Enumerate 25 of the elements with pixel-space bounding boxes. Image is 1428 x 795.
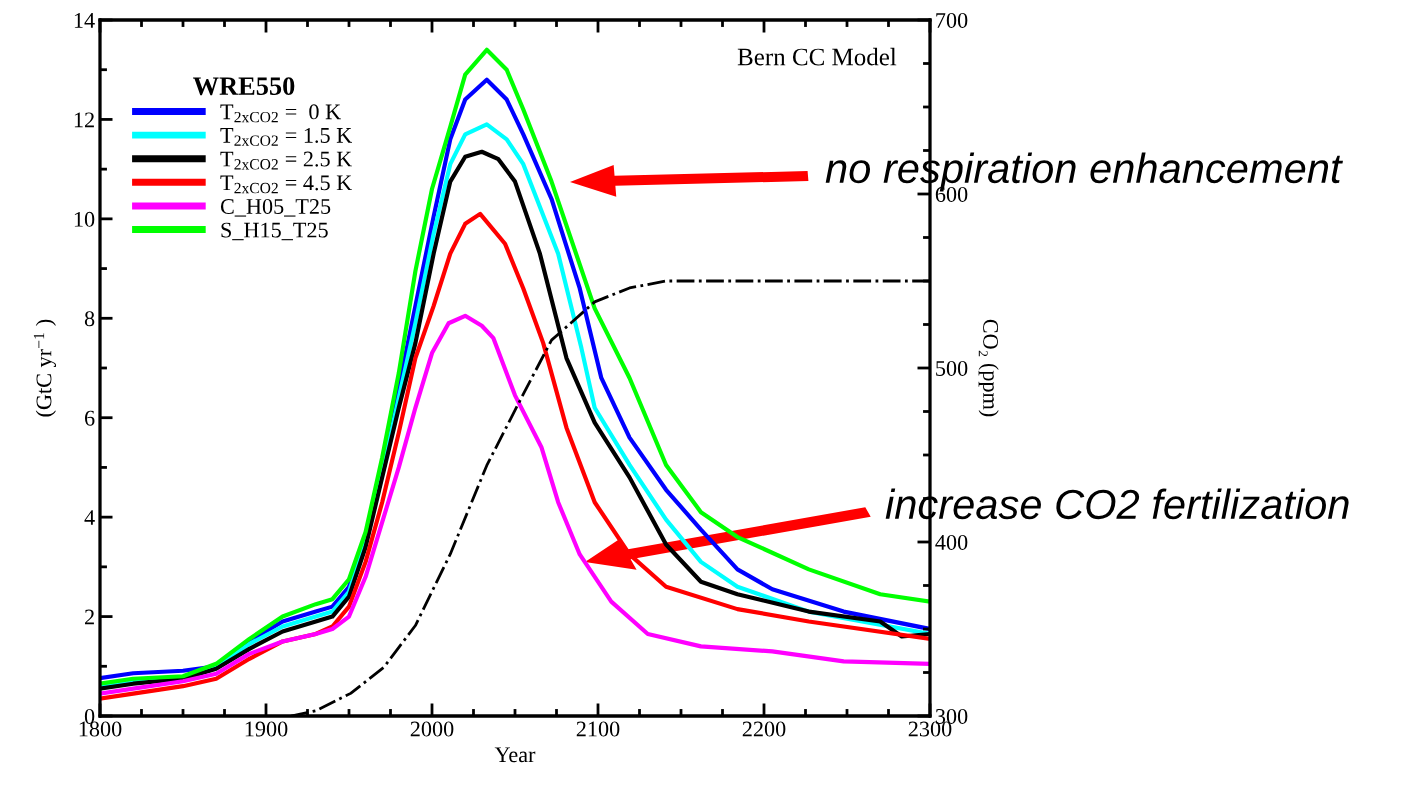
- x-axis-title: Year: [494, 747, 536, 763]
- x-tick-label: 2100: [576, 721, 620, 737]
- x-tick-label: 2000: [410, 721, 454, 737]
- y-tick-label: 4: [84, 510, 95, 525]
- y2-tick-label: 500: [936, 360, 968, 376]
- legend-title: WRE550: [193, 77, 295, 96]
- y-tick-label: 6: [84, 410, 95, 426]
- y-axis-title: (GtC yr$^{−1}$ ): [33, 319, 57, 417]
- legend-label: T$_{2xCO2}$ = 1.5 K: [220, 127, 352, 146]
- y-tick-label: 8: [84, 311, 95, 327]
- y-tick-label: 10: [74, 211, 95, 227]
- legend-label: T$_{2xCO2}$ = 4.5 K: [220, 175, 352, 194]
- y-tick-label: 2: [85, 609, 94, 625]
- y2-axis-title: CO₂ (ppm): [978, 319, 999, 417]
- y2-tick-label: 400: [935, 534, 968, 550]
- annotation: Bern CC Model: [737, 47, 897, 66]
- y2-tick-label: 700: [936, 12, 968, 28]
- x-tick-label: 1900: [245, 721, 288, 737]
- y-tick-label: 12: [74, 112, 94, 128]
- legend-label: S_H15_T25: [221, 222, 328, 241]
- legend-label: C_H05_T25: [220, 198, 331, 217]
- legend-label: T$_{2xCO2}$ = 0 K: [220, 104, 341, 123]
- x-tick-label: 2200: [742, 721, 786, 737]
- legend-label: T$_{2xCO2}$ = 2.5 K: [220, 151, 352, 170]
- y-tick-label: 14: [74, 13, 95, 28]
